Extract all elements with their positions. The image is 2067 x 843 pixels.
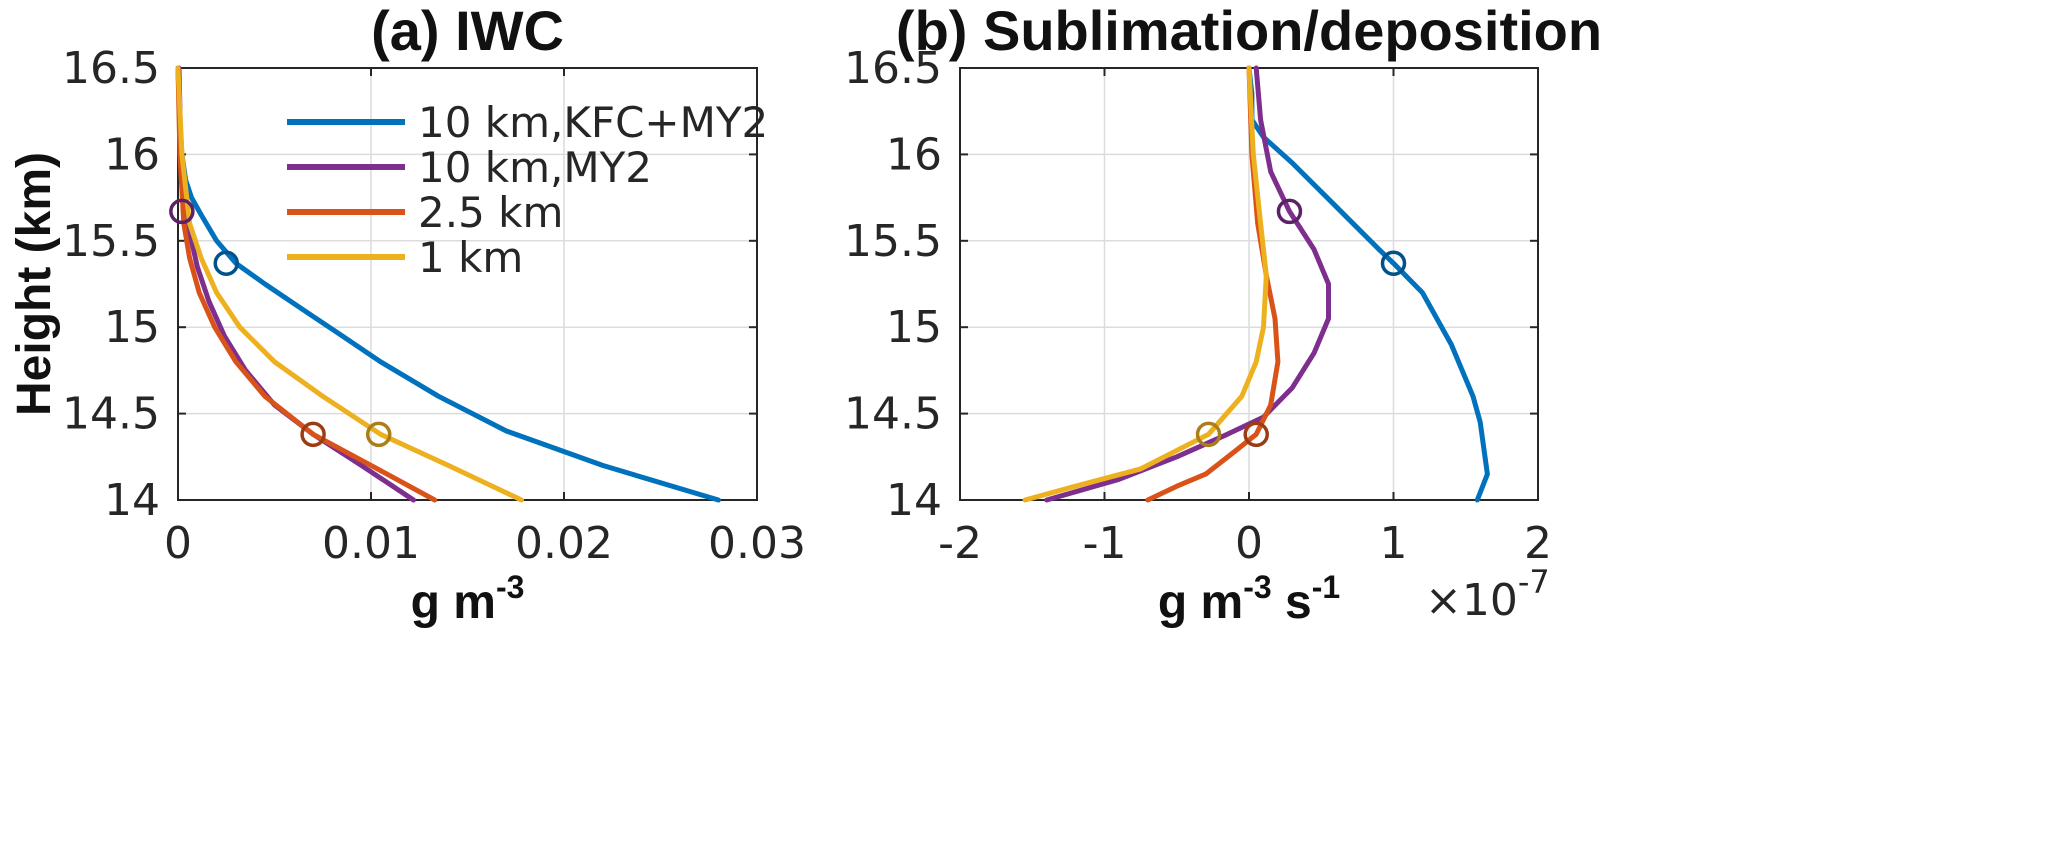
- x-tick-label: 0: [1235, 518, 1263, 569]
- panel-a-iwc: 0 0.01 0.02 0.03 14 14.5 15 15.5 16 16.5 (a) IWC g …: [8, 0, 806, 629]
- series-line-2: [1145, 65, 1281, 503]
- chart-title: (a) IWC: [371, 0, 564, 62]
- series-marker-1: [1276, 198, 1303, 225]
- y-tick-label: 16.5: [844, 43, 942, 94]
- chart-title: (b) Sublimation/deposition: [896, 0, 1602, 62]
- series-marker-0: [213, 250, 239, 277]
- legend-label-2: 2.5 km: [418, 188, 563, 237]
- x-tick-label: 0: [164, 518, 192, 569]
- x-axis-label-sup2: -1: [1312, 569, 1340, 605]
- x-axis-label: g m-3 s-1: [1158, 569, 1340, 629]
- series-marker-2: [300, 421, 326, 448]
- y-tick-label: 16: [886, 129, 942, 180]
- multiplier-exp: -7: [1518, 563, 1550, 601]
- legend-label-1: 10 km,MY2: [418, 143, 652, 192]
- legend-label-3: 1 km: [418, 233, 523, 282]
- x-axis-label-sup: -3: [1243, 569, 1271, 605]
- x-axis-multiplier: ×10-7: [1425, 563, 1550, 626]
- x-axis-label: g m-3: [411, 569, 525, 629]
- y-tick-label: 14.5: [844, 389, 942, 440]
- series-marker-0: [1380, 250, 1407, 277]
- x-axis-label-base: g m: [411, 576, 496, 629]
- legend-label-0: 10 km,KFC+MY2: [418, 98, 768, 147]
- x-axis-label-sup: -3: [496, 569, 524, 605]
- y-tick-label: 16: [104, 129, 160, 180]
- y-tick-label: 15.5: [62, 216, 160, 267]
- panel-b-sublimation: -2 -1 0 1 2 14 14.5 15 15.5 16 16.5(b) Sublimation…: [844, 0, 1602, 629]
- y-tick-label: 15: [886, 302, 942, 353]
- x-tick-label: 2: [1524, 518, 1552, 569]
- y-tick-label: 15: [104, 302, 160, 353]
- x-tick-label: -1: [1083, 518, 1127, 569]
- multiplier-base: ×10: [1425, 575, 1518, 626]
- x-tick-label: -2: [938, 518, 982, 569]
- series-marker-3: [365, 421, 392, 448]
- y-axis-label: Height (km): [8, 152, 61, 416]
- x-tick-label: 1: [1380, 518, 1408, 569]
- y-tick-label: 14.5: [62, 389, 160, 440]
- series-line-3: [1022, 65, 1269, 503]
- y-tick-label: 14: [104, 475, 160, 526]
- series-marker-3: [1195, 421, 1222, 448]
- x-axis-label-mid: s: [1272, 576, 1312, 629]
- y-tick-label: 15.5: [844, 216, 942, 267]
- x-tick-label: 0.02: [515, 518, 613, 569]
- y-tick-label: 16.5: [62, 43, 160, 94]
- x-tick-label: 0.03: [708, 518, 806, 569]
- axes-box: [177, 67, 758, 501]
- y-tick-label: 14: [886, 475, 942, 526]
- x-axis-label-base: g m: [1158, 576, 1243, 629]
- series-marker-1: [169, 198, 195, 225]
- series-marker-2: [1243, 421, 1269, 448]
- series-line-1: [1044, 65, 1331, 503]
- x-tick-label: 0.01: [322, 518, 420, 569]
